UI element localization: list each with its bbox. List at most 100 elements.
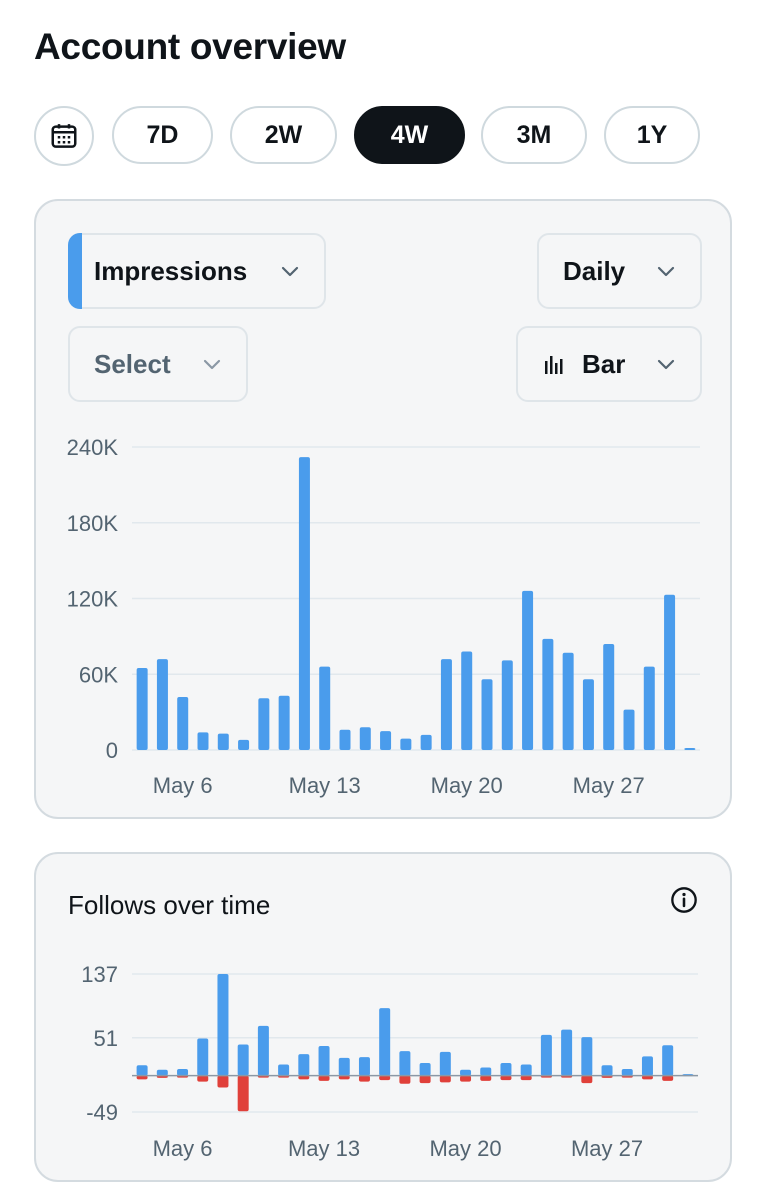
follows-gained-bar: [358, 1057, 370, 1076]
follows-lost-bar: [419, 1075, 431, 1084]
follows-lost-bar: [480, 1075, 492, 1081]
impressions-bar: [562, 652, 574, 750]
impressions-bar: [319, 666, 331, 750]
range-2w-button[interactable]: 2W: [230, 106, 337, 164]
impressions-bar: [380, 731, 392, 750]
impressions-bar: [603, 643, 615, 750]
impressions-bar: [298, 457, 310, 750]
follows-gained-bar: [460, 1069, 472, 1076]
follows-lost-bar: [399, 1075, 411, 1084]
follows-gained-bar: [662, 1045, 674, 1076]
follows-gained-bar: [540, 1034, 552, 1076]
x-tick-label: May 6: [153, 773, 213, 798]
impressions-bar: [684, 748, 696, 750]
follows-gained-bar: [298, 1054, 310, 1076]
info-icon[interactable]: [670, 886, 698, 914]
follows-lost-bar: [237, 1075, 249, 1112]
follows-lost-bar: [439, 1075, 451, 1083]
follows-gained-bar: [480, 1067, 492, 1076]
impressions-bar: [522, 590, 534, 750]
y-tick-label: 240K: [67, 435, 119, 460]
follows-lost-bar: [662, 1075, 674, 1081]
follows-lost-bar: [217, 1075, 229, 1088]
x-tick-label: May 13: [289, 773, 361, 798]
impressions-bar: [238, 739, 250, 750]
follows-gained-bar: [136, 1065, 148, 1076]
chevron-down-icon: [657, 359, 675, 370]
impressions-bar: [156, 659, 168, 750]
follows-lost-bar: [379, 1075, 391, 1081]
compare-dropdown[interactable]: Select: [68, 326, 248, 402]
impressions-bar: [623, 709, 635, 750]
calendar-icon: [51, 124, 77, 148]
y-tick-label: 60K: [79, 662, 118, 687]
impressions-bar: [643, 666, 655, 750]
impressions-bar: [664, 594, 676, 750]
follows-gained-bar: [156, 1069, 168, 1076]
follows-gained-bar: [561, 1029, 573, 1076]
impressions-bar: [177, 696, 189, 750]
metric-color-accent: [68, 233, 82, 309]
follows-lost-bar: [460, 1075, 472, 1082]
chart-type-dropdown-label: Bar: [582, 348, 626, 379]
impressions-bar: [461, 651, 473, 750]
calendar-button[interactable]: [34, 106, 94, 166]
follows-gained-bar: [581, 1037, 593, 1076]
impressions-bar: [278, 695, 290, 750]
follows-lost-bar: [641, 1075, 653, 1080]
follows-gained-bar: [601, 1065, 613, 1076]
follows-gained-bar: [237, 1044, 249, 1076]
x-tick-label: May 13: [288, 1136, 360, 1161]
chevron-down-icon: [281, 266, 299, 277]
follows-lost-bar: [136, 1075, 148, 1080]
y-tick-label: 137: [81, 962, 118, 987]
follows-gained-bar: [439, 1051, 451, 1076]
follows-card-title: Follows over time: [68, 890, 271, 920]
chart-type-dropdown[interactable]: Bar: [516, 326, 702, 402]
follows-chart: 137 51 -49 May 6 May 13 May 20 May 27: [81, 962, 698, 1161]
impressions-bar: [339, 729, 351, 750]
follows-gained-bar: [399, 1051, 411, 1076]
impressions-bar: [217, 733, 229, 750]
range-7d-button[interactable]: 7D: [112, 106, 213, 164]
range-4w-button[interactable]: 4W: [354, 106, 465, 164]
x-tick-label: May 27: [573, 773, 645, 798]
impressions-bar: [136, 667, 148, 750]
impressions-bar: [501, 660, 513, 750]
y-tick-label: 120K: [67, 587, 119, 612]
range-1y-button[interactable]: 1Y: [604, 106, 700, 164]
follows-gained-bar: [641, 1056, 653, 1076]
x-tick-label: May 20: [431, 773, 503, 798]
x-tick-label: May 27: [571, 1136, 643, 1161]
follows-gained-bar: [419, 1063, 431, 1076]
range-3m-button[interactable]: 3M: [481, 106, 587, 164]
follows-lost-bar: [358, 1075, 370, 1082]
impressions-card: Impressions Daily Select Bar 0 60K 120K 180…: [34, 199, 732, 819]
y-tick-label: -49: [86, 1100, 118, 1125]
follows-gained-bar: [318, 1045, 330, 1076]
x-tick-label: May 6: [153, 1136, 213, 1161]
follows-lost-bar: [318, 1075, 330, 1081]
follows-gained-bar: [520, 1064, 532, 1076]
follows-lost-bar: [520, 1075, 532, 1081]
follows-lost-bar: [500, 1075, 512, 1081]
follows-gained-bar: [217, 974, 229, 1076]
follows-gained-bar: [379, 1008, 391, 1076]
impressions-bar: [197, 732, 209, 750]
interval-dropdown-label: Daily: [563, 255, 626, 286]
follows-gained-bar: [257, 1025, 269, 1076]
interval-dropdown[interactable]: Daily: [537, 233, 702, 309]
metric-dropdown-label: Impressions: [94, 255, 248, 286]
follows-gained-bar: [621, 1068, 633, 1076]
follows-lost-bar: [298, 1075, 310, 1080]
impressions-bar: [440, 659, 452, 750]
follows-lost-bar: [338, 1075, 350, 1080]
chevron-down-icon: [657, 266, 675, 277]
follows-gained-bar: [197, 1038, 209, 1076]
x-tick-label: May 20: [429, 1136, 501, 1161]
metric-dropdown[interactable]: Impressions: [68, 233, 326, 309]
follows-gained-bar: [338, 1057, 350, 1076]
page-title: Account overview: [34, 26, 346, 67]
impressions-bar: [481, 679, 493, 750]
follows-gained-bar: [500, 1063, 512, 1076]
